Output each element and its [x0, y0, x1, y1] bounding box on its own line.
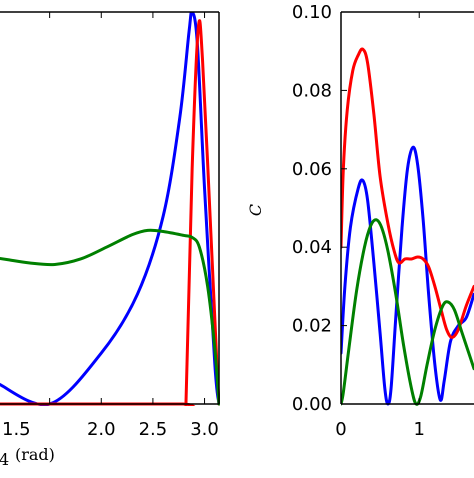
right-series-3-line: [341, 218, 474, 406]
left-series-2-line: [0, 19, 220, 406]
left-plot-area: [0, 12, 220, 406]
right-series-1-line: [341, 145, 474, 406]
right-y-tick-label-3: 0.04: [292, 237, 332, 258]
right-y-tick-label-5: 0.08: [292, 80, 332, 101]
left-x-axis-label-main: 4: [0, 450, 9, 469]
left-x-tick-label-4: 3.0: [190, 419, 219, 440]
left-x-tick-label-3: 2.5: [139, 419, 168, 440]
left-series-3-line: [0, 228, 220, 406]
left-x-tick-label-1: 1.5: [2, 419, 31, 440]
right-y-tick-label-2: 0.02: [292, 316, 332, 337]
left-chart: 1.5 2.0 2.5 3.0 4 (rad): [0, 11, 220, 469]
right-series-2-line: [341, 47, 474, 339]
right-x-tick-label-2: 1: [414, 419, 425, 440]
right-y-tick-label-6: 0.10: [292, 2, 332, 23]
left-series-1-line: [0, 12, 220, 406]
right-y-tick-label-1: 0.00: [292, 394, 332, 415]
right-x-tick-label-1: 0: [335, 419, 346, 440]
right-y-axis-label: C: [246, 204, 265, 216]
right-plot-area: [341, 47, 474, 406]
left-x-tick-label-2: 2.0: [87, 419, 116, 440]
right-chart: 0.00 0.02 0.04 0.06 0.08 0.10 0 1 C: [246, 2, 474, 440]
right-y-tick-label-4: 0.06: [292, 159, 332, 180]
right-ticks: 0.00 0.02 0.04 0.06 0.08 0.10 0 1: [292, 2, 425, 440]
left-x-axis-label-unit: (rad): [15, 445, 55, 464]
left-x-ticks: 1.5 2.0 2.5 3.0: [2, 12, 219, 440]
